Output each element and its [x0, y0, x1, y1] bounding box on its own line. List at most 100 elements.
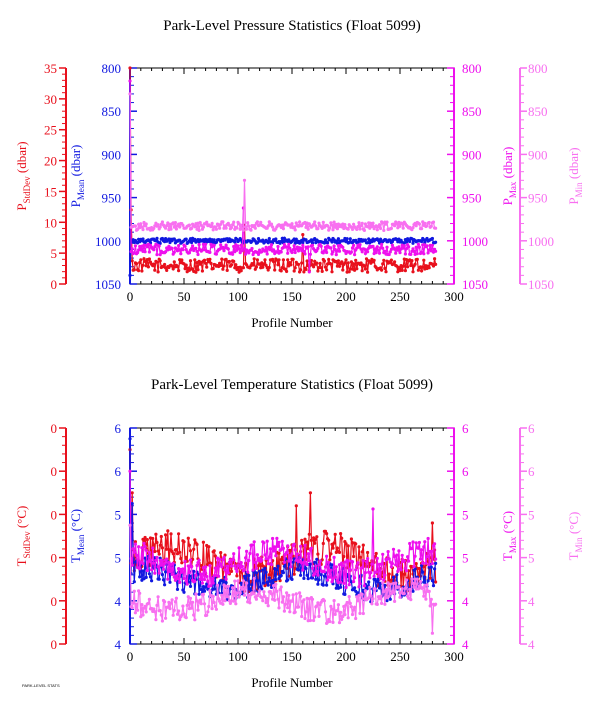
- min-point: [234, 602, 238, 606]
- mean-point: [250, 239, 254, 243]
- min-point: [358, 611, 362, 616]
- min-point: [263, 595, 267, 599]
- mean-point: [161, 578, 166, 582]
- stddev-point: [273, 268, 277, 272]
- min-point: [410, 577, 414, 581]
- stddev-point: [300, 261, 304, 265]
- stddev-point: [343, 261, 347, 265]
- min-point: [363, 589, 367, 593]
- stddev-point: [267, 573, 271, 577]
- min-point: [321, 220, 325, 224]
- max-point: [153, 571, 157, 575]
- min-point: [425, 583, 429, 587]
- max-point: [429, 549, 433, 554]
- max-point: [256, 252, 261, 256]
- mean-point: [373, 577, 377, 582]
- stddev-point: [342, 554, 346, 559]
- max-point: [130, 563, 134, 567]
- max-point: [178, 580, 182, 585]
- stddev-point: [158, 543, 162, 547]
- min-point: [427, 589, 431, 594]
- mean-point: [157, 577, 161, 581]
- min-point: [280, 600, 284, 604]
- min-tick-label: 6: [528, 464, 535, 479]
- max-tick-label: 950: [462, 191, 482, 206]
- mean-point: [316, 582, 320, 586]
- min-point: [356, 225, 360, 229]
- min-point: [318, 603, 322, 607]
- min-point: [375, 602, 379, 607]
- max-point: [272, 549, 276, 553]
- min-point: [299, 594, 303, 598]
- max-point: [133, 542, 137, 546]
- max-point: [363, 571, 367, 575]
- max-point: [325, 554, 329, 558]
- stddev-point: [229, 569, 234, 574]
- min-point: [152, 226, 156, 230]
- mean-point: [291, 560, 295, 564]
- x-axis-label: Profile Number: [251, 675, 333, 690]
- max-point: [434, 249, 438, 253]
- max-point: [366, 557, 370, 561]
- min-point: [331, 228, 335, 232]
- min-point: [235, 226, 239, 230]
- min-point: [337, 621, 342, 625]
- stddev-point: [362, 264, 366, 268]
- stddev-point: [188, 549, 193, 553]
- max-point: [211, 581, 215, 585]
- min-point: [169, 227, 173, 231]
- max-point: [167, 560, 171, 565]
- min-point: [262, 590, 266, 594]
- max-point: [358, 243, 362, 247]
- mean-point: [178, 238, 182, 242]
- mean-tick-label: 6: [115, 421, 122, 436]
- stddev-point: [344, 542, 348, 546]
- min-point: [205, 613, 209, 617]
- min-point: [212, 600, 216, 605]
- max-point: [347, 583, 351, 587]
- mean-point: [433, 567, 437, 571]
- max-point: [418, 557, 423, 561]
- stddev-point: [434, 580, 438, 584]
- min-point: [418, 579, 423, 584]
- max-point: [131, 547, 135, 551]
- max-tick-label: 5: [462, 507, 469, 522]
- stddev-point: [434, 262, 438, 266]
- stddev-point: [318, 261, 322, 266]
- max-point: [204, 242, 208, 246]
- max-point: [179, 252, 183, 256]
- min-point: [303, 616, 307, 621]
- max-point: [328, 575, 332, 579]
- mean-point: [264, 570, 268, 574]
- min-point: [353, 605, 357, 610]
- min-point: [283, 602, 288, 606]
- min-point: [285, 591, 289, 595]
- stddev-point: [195, 542, 199, 547]
- min-point: [277, 606, 281, 610]
- max-point: [376, 248, 380, 252]
- mean-point: [155, 236, 159, 240]
- mean-point: [306, 577, 310, 581]
- max-point: [282, 243, 286, 247]
- mean-point: [391, 575, 396, 579]
- max-point: [352, 580, 356, 584]
- stddev-point: [205, 265, 209, 269]
- max-point: [151, 546, 155, 550]
- min-point: [385, 596, 389, 600]
- max-point: [197, 558, 201, 562]
- mean-point: [212, 238, 216, 242]
- mean-point: [172, 237, 176, 241]
- max-point: [375, 556, 379, 561]
- stddev-point: [401, 264, 405, 268]
- mean-point: [256, 237, 261, 241]
- min-point: [240, 587, 244, 591]
- x-tick-label: 200: [336, 649, 356, 664]
- max-point: [222, 249, 226, 253]
- min-point: [164, 616, 168, 620]
- max-point: [183, 559, 187, 563]
- mean-point: [423, 575, 427, 579]
- stddev-point: [406, 265, 410, 269]
- max-point: [406, 555, 410, 559]
- max-point: [299, 544, 303, 548]
- min-point: [375, 228, 379, 232]
